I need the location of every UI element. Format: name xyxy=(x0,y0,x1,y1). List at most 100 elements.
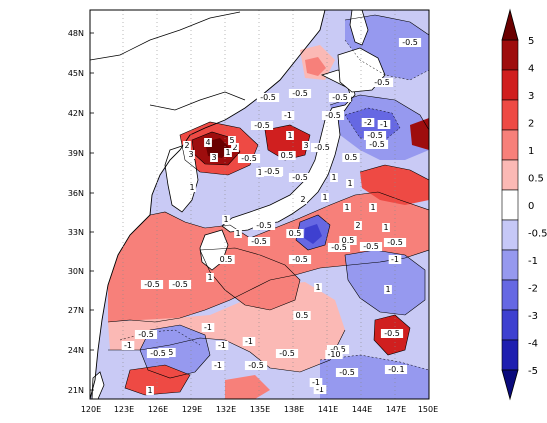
contour-label-bg xyxy=(383,238,407,247)
lat-tick-label: 27N xyxy=(68,306,84,315)
anomaly-region xyxy=(305,57,326,76)
contour-label: -0.5 xyxy=(374,78,390,87)
colorbar-label: 5 xyxy=(528,36,534,47)
latitude-axis: 48N 45N 42N 39N 36N 33N 30N 27N 24N 21N xyxy=(68,29,84,395)
colorbar-label: -3 xyxy=(528,311,538,322)
contour-label-bg xyxy=(288,89,312,98)
colorbar-swatch xyxy=(501,159,519,191)
colorbar-swatch xyxy=(501,39,519,71)
colorbar: 5 4 3 2 1 0.5 0 -0.5 -1 -2 -3 -4 -5 xyxy=(501,8,547,401)
anomaly-map: -0.5 -0.5 -0.5 -0.5 -1 -2 -1 -0.5 -0.5 -0.5 -0.5 -0… xyxy=(90,10,429,399)
border-line xyxy=(149,91,246,111)
contour-label: 0.5 xyxy=(281,151,294,160)
contour-label-bg xyxy=(299,195,307,204)
contour-label-bg xyxy=(313,385,327,394)
contour-label: 1 xyxy=(344,203,349,212)
contour-label: -0.5 xyxy=(314,143,330,152)
lon-tick-label: 150E xyxy=(418,405,438,414)
contour-label-bg xyxy=(321,193,329,202)
colorbar-label: 3 xyxy=(528,91,534,102)
contour-label-bg xyxy=(354,221,362,230)
contour-label-bg xyxy=(293,311,311,320)
contour-label: -0.5 xyxy=(402,38,418,47)
colorbar-swatch xyxy=(501,279,519,311)
contour-label: 1 xyxy=(225,148,230,157)
lon-tick-label: 129E xyxy=(182,405,202,414)
contour-label-bg xyxy=(314,283,322,292)
contour-label-bg xyxy=(187,150,195,159)
contour-label: 1 xyxy=(331,173,336,182)
contour-label: 1 xyxy=(315,283,320,292)
contour-label-bg xyxy=(377,120,391,129)
colorbar-label: 0 xyxy=(528,201,534,212)
colorbar-label: -4 xyxy=(528,339,538,350)
contour-label-bg xyxy=(380,329,404,338)
contour-label-bg xyxy=(382,223,390,232)
contour-label: -0.5 xyxy=(363,242,379,251)
contour-label-bg xyxy=(140,280,164,289)
contour-label: 2 xyxy=(300,195,305,204)
contour-label-bg xyxy=(286,229,304,238)
lon-tick-label: 120E xyxy=(81,405,101,414)
contour-label-bg xyxy=(222,215,230,224)
anomaly-region xyxy=(225,375,270,399)
contour-label: 1 xyxy=(370,203,375,212)
colorbar-swatch xyxy=(501,249,519,281)
contour-label: 2 xyxy=(355,221,360,230)
contour-label-bg xyxy=(335,368,359,377)
contour-label-bg xyxy=(346,179,354,188)
contour-label: 1 xyxy=(399,365,404,374)
contour-label: -1 xyxy=(214,361,222,370)
contour-label-bg xyxy=(370,78,394,87)
contour-label-bg xyxy=(201,323,215,332)
colorbar-label: 0.5 xyxy=(528,174,544,185)
colorbar-label: 4 xyxy=(528,64,534,75)
contour-label: -0.5 xyxy=(292,255,308,264)
contour-label-bg xyxy=(146,386,154,395)
contour-label-bg xyxy=(384,365,408,374)
colorbar-swatch xyxy=(501,309,519,341)
contour-label: -0.5 xyxy=(339,368,355,377)
contour-label-bg xyxy=(234,229,242,238)
contour-label: -0.5 xyxy=(264,167,280,176)
contour-label: -0.5 xyxy=(330,345,346,354)
contour-label-bg xyxy=(275,349,299,358)
colorbar-label: -5 xyxy=(528,366,538,377)
contour-label: 1 xyxy=(147,386,152,395)
contour-label-bg xyxy=(384,285,392,294)
contour-label-bg xyxy=(363,131,387,140)
contour-label: 3 xyxy=(188,150,193,159)
contour-label-bg xyxy=(206,273,214,282)
lon-tick-label: 147E xyxy=(386,405,406,414)
contour-label: -0.5 xyxy=(279,349,295,358)
contour-label-bg xyxy=(359,242,383,251)
contour-label-bg xyxy=(330,173,338,182)
colorbar-label: 2 xyxy=(528,119,534,130)
colorbar-swatch xyxy=(501,69,519,101)
contour-label-bg xyxy=(217,255,235,264)
contour-label: -1 xyxy=(245,337,253,346)
contour-label-bg xyxy=(327,243,351,252)
border-line xyxy=(90,11,241,61)
contour-label-bg xyxy=(260,167,284,176)
contour-label: 1 xyxy=(257,168,262,177)
contour-label-bg xyxy=(281,111,295,120)
contour-label: -0.5 xyxy=(248,361,264,370)
contour-label-bg xyxy=(321,111,345,120)
contour-label-bg xyxy=(398,38,422,47)
contour-label: -0.5 xyxy=(251,237,267,246)
contour-label: 3 xyxy=(211,153,216,162)
contour-label: 1 xyxy=(223,215,228,224)
contour-label: -0.5 xyxy=(256,221,272,230)
anomaly-region xyxy=(360,165,429,205)
lat-tick-label: 48N xyxy=(68,29,84,38)
contour-label: -1 xyxy=(218,341,226,350)
contour-label-bg xyxy=(252,221,276,230)
contour-label-bg xyxy=(388,255,402,264)
contour-label: 1 xyxy=(189,183,194,192)
contour-label: -0.5 xyxy=(331,243,347,252)
colorbar-swatch xyxy=(501,339,519,371)
lon-tick-label: 123E xyxy=(114,405,134,414)
sakhalin-land xyxy=(349,10,369,46)
